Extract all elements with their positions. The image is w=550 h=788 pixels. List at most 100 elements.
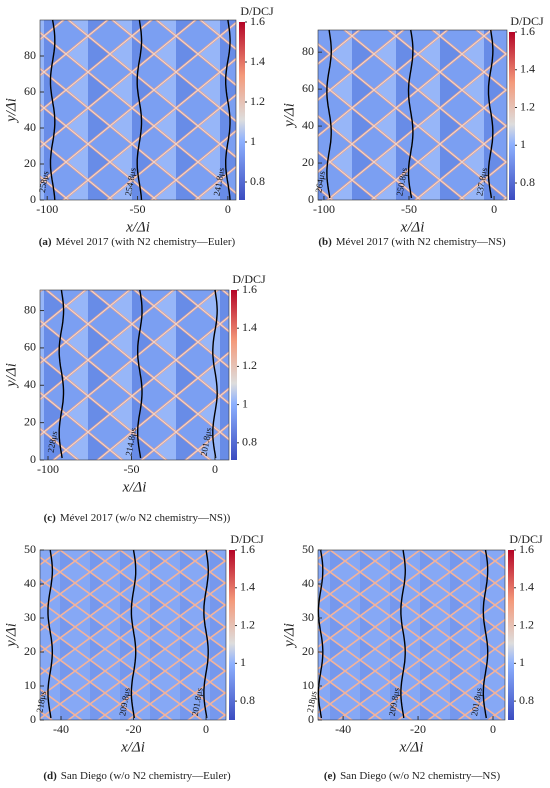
y-tick-label: 20 [24,644,36,658]
caption: (e) San Diego (w/o N2 chemistry—NS) [324,770,501,782]
colorbar-tick-label: 1.6 [240,542,255,556]
front [482,549,489,719]
front [136,19,143,201]
x-tick-label: 0 [212,462,218,476]
y-axis-label: y/Δi [3,623,19,649]
colorbar [229,550,235,720]
colorbar-tick-label: 0.8 [250,174,265,188]
field [318,550,505,720]
colorbar [239,22,245,200]
x-axis-label: x/Δi [125,219,150,235]
front-time: 201.8μs [199,426,214,456]
x-tick-label: -20 [410,722,426,736]
front-time: 237.8μs [474,166,489,196]
caption-label: (b) [318,236,332,248]
colorbar-tick-label: 1 [240,655,246,669]
y-tick-label: 0 [308,192,314,206]
caption: (b) Mével 2017 (with N2 chemistry—NS) [318,236,506,248]
x-axis-label: x/Δi [122,479,147,495]
colorbar-tick-label: 1.4 [240,580,255,594]
colorbar-label: D/DCJ [240,4,274,18]
plot-frame [317,29,508,201]
caption-label: (c) [44,512,57,524]
front-time: 218μs [305,690,319,714]
y-tick-label: 40 [302,576,314,590]
front-time: 218μs [34,690,48,714]
plot-frame [317,549,506,721]
front [137,289,143,459]
y-tick-label: 40 [24,377,36,391]
front [317,549,324,719]
front [212,289,218,459]
front [58,289,65,459]
colorbar-label: D/DCJ [230,532,264,546]
y-tick-label: 20 [302,155,314,169]
x-axis-label: x/Δi [399,739,424,755]
x-axis-label: x/Δi [120,739,145,755]
colorbar-tick-label: 1 [242,396,248,410]
y-axis-label: y/Δi [281,103,297,129]
front-time: 209.8μs [117,686,132,716]
y-tick-label: 80 [24,48,36,62]
caption: (a) Mével 2017 (with N2 chemistry—Euler) [39,236,236,248]
x-tick-label: -50 [401,202,417,216]
colorbar-tick-label: 1.6 [519,542,534,556]
y-axis-label: y/Δi [3,98,19,124]
front-time: 201.8μs [469,686,484,716]
front-time: 241.8μs [212,166,227,196]
front [203,549,210,719]
x-tick-label: -100 [313,202,335,216]
colorbar-tick-label: 0.8 [520,175,535,189]
front-time: 258μs [37,170,51,194]
colorbar-tick-label: 1.2 [242,358,257,372]
colorbar-tick-label: 1.6 [520,24,535,38]
y-tick-label: 50 [24,542,36,556]
colorbar-tick-label: 1 [519,655,525,669]
y-tick-label: 0 [308,712,314,726]
front-time: 250.8μs [394,166,409,196]
caption-text: San Diego (w/o N2 chemistry—Euler) [61,770,231,782]
x-tick-label: -20 [126,722,142,736]
colorbar-label: D/DCJ [510,14,544,28]
x-tick-label: 0 [490,722,496,736]
colorbar-label: D/DCJ [232,272,266,286]
caption-text: San Diego (w/o N2 chemistry—NS) [340,770,500,782]
y-tick-label: 20 [24,414,36,428]
front-time: 254.8μs [123,166,138,196]
front [49,19,56,201]
x-tick-label: -100 [36,202,58,216]
colorbar-tick-label: 0.8 [242,435,257,449]
caption-text: Mével 2017 (with N2 chemistry—NS) [336,236,506,248]
plot-frame [39,549,227,721]
front [47,549,54,719]
x-tick-label: -40 [53,722,69,736]
front [225,19,231,201]
front-time: 209.8μs [387,686,402,716]
colorbar-tick-label: 1.4 [242,320,257,334]
colorbar [508,550,514,720]
colorbar-tick-label: 1.4 [250,54,265,68]
y-tick-label: 10 [24,678,36,692]
front [326,29,333,199]
y-axis-label: y/Δi [3,363,19,389]
front-time: 264μs [313,170,327,194]
colorbar-tick-label: 1.2 [250,94,265,108]
caption-text: Mével 2017 (with N2 chemistry—Euler) [56,236,236,248]
x-tick-label: 0 [203,722,209,736]
x-tick-label: -50 [123,462,139,476]
front [400,549,407,719]
y-tick-label: 10 [302,678,314,692]
y-tick-label: 50 [302,542,314,556]
front-time: 228μs [46,430,60,454]
y-tick-label: 60 [24,84,36,98]
caption-text: Mével 2017 (w/o N2 chemistry—NS)) [60,512,231,524]
x-tick-label: 0 [491,202,497,216]
x-tick-label: -100 [37,462,59,476]
caption: (c) Mével 2017 (w/o N2 chemistry—NS)) [44,512,231,524]
y-tick-label: 40 [24,576,36,590]
y-axis-label: y/Δi [281,623,297,649]
y-tick-label: 0 [30,192,36,206]
y-tick-label: 30 [24,610,36,624]
caption-label: (a) [39,236,52,248]
front [407,29,414,199]
